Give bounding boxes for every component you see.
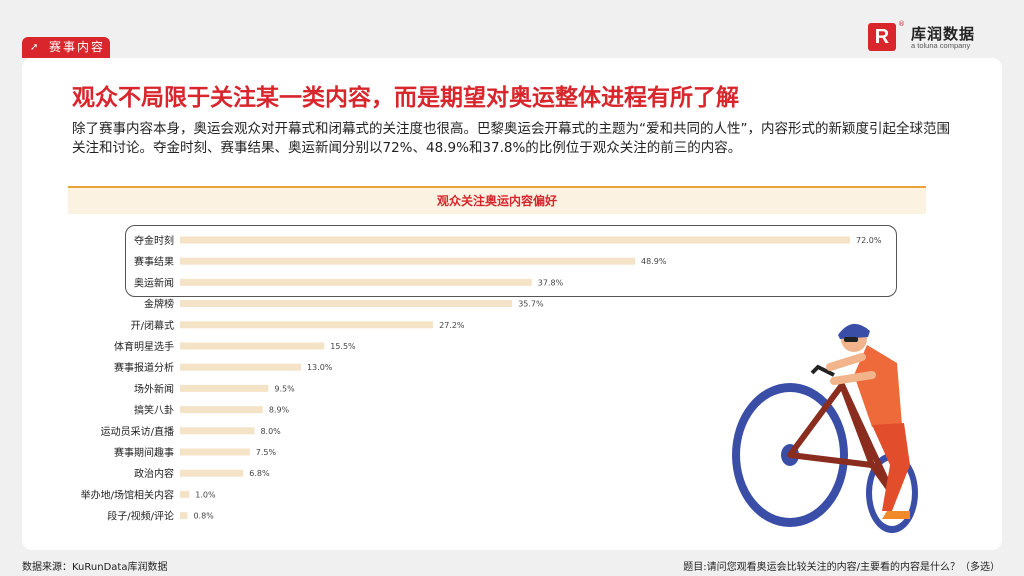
bar bbox=[180, 363, 301, 371]
bar bbox=[180, 469, 244, 477]
bar bbox=[180, 236, 850, 244]
page-title: 观众不局限于关注某一类内容，而是期望对奥运整体进程有所了解 bbox=[72, 85, 739, 111]
category-label: 运动员采访/直播 bbox=[101, 425, 174, 438]
bar bbox=[180, 448, 250, 456]
category-label: 体育明星选手 bbox=[114, 340, 174, 353]
page-description: 除了赛事内容本身，奥运会观众对开幕式和闭幕式的关注度也很高。巴黎奥运会开幕式的主… bbox=[72, 121, 950, 156]
category-label: 开/闭幕式 bbox=[131, 319, 174, 332]
category-label: 赛事期间趣事 bbox=[114, 446, 174, 459]
value-label: 13.0% bbox=[307, 363, 333, 372]
bar bbox=[180, 342, 325, 350]
category-label: 夺金时刻 bbox=[134, 234, 174, 247]
category-label: 举办地/场馆相关内容 bbox=[81, 488, 174, 501]
category-label: 场外新闻 bbox=[134, 382, 174, 395]
chart-title: 观众关注奥运内容偏好 bbox=[68, 186, 926, 214]
logo-tagline: a toluna company bbox=[911, 41, 971, 50]
bar bbox=[180, 278, 532, 286]
category-label: 政治内容 bbox=[134, 467, 174, 480]
value-label: 8.0% bbox=[260, 427, 281, 436]
top-three-highlight bbox=[125, 225, 897, 297]
bar bbox=[180, 427, 255, 435]
value-label: 15.5% bbox=[330, 342, 356, 351]
value-label: 1.0% bbox=[195, 490, 216, 499]
value-label: 48.9% bbox=[641, 257, 667, 266]
bar bbox=[180, 257, 636, 265]
value-label: 35.7% bbox=[518, 300, 544, 309]
registered-icon: ® bbox=[898, 20, 905, 28]
logo-mark: R bbox=[868, 23, 896, 51]
category-label: 赛事结果 bbox=[134, 255, 174, 268]
value-label: 6.8% bbox=[249, 469, 270, 478]
cyclist-illustration bbox=[732, 323, 918, 533]
category-label: 赛事报道分析 bbox=[114, 361, 174, 374]
bar-chart: 夺金时刻 72.0% 赛事结果 48.9% 奥运新闻 37.8% 金牌榜 35.7% 开/闭幕式… bbox=[81, 234, 882, 523]
category-label: 金牌榜 bbox=[144, 298, 174, 311]
section-tag: ➚ 赛事内容 bbox=[22, 37, 110, 58]
bar bbox=[180, 384, 269, 392]
value-label: 37.8% bbox=[538, 278, 564, 287]
value-label: 8.9% bbox=[269, 406, 290, 415]
value-label: 9.5% bbox=[274, 384, 295, 393]
bar bbox=[180, 300, 513, 308]
bar bbox=[180, 406, 263, 414]
bar bbox=[180, 490, 190, 498]
arrow-icon: ➚ bbox=[30, 42, 39, 53]
bar bbox=[180, 512, 188, 520]
survey-question: 题目:请问您观看奥运会比较关注的内容/主要看的内容是什么？（多选） bbox=[683, 562, 1000, 573]
section-tag-label: 赛事内容 bbox=[49, 40, 106, 54]
value-label: 7.5% bbox=[256, 448, 277, 457]
brand-logo: R ® 库润数据 a toluna company bbox=[868, 20, 988, 52]
bar bbox=[180, 321, 434, 329]
category-label: 段子/视频/评论 bbox=[107, 510, 174, 523]
value-label: 27.2% bbox=[439, 321, 465, 330]
category-label: 奥运新闻 bbox=[134, 276, 174, 289]
category-label: 搞笑八卦 bbox=[134, 404, 174, 417]
value-label: 72.0% bbox=[856, 236, 882, 245]
value-label: 0.8% bbox=[193, 512, 214, 521]
logo-name: 库润数据 bbox=[911, 25, 976, 43]
data-source: 数据来源：KuRunData库润数据 bbox=[22, 562, 168, 573]
